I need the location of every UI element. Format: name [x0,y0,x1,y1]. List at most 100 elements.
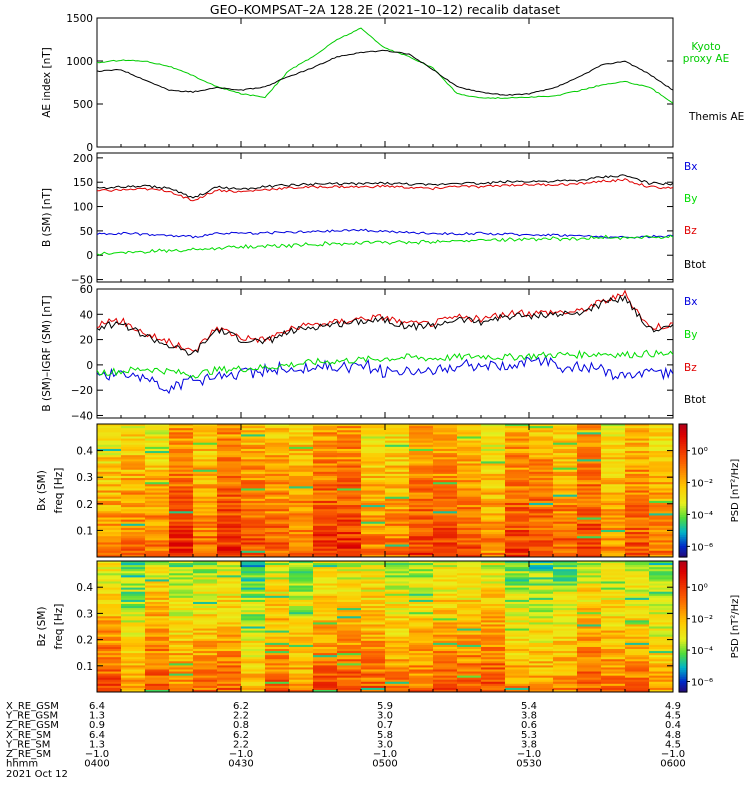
heatmap-cell [529,618,554,621]
heatmap-cell [193,507,218,510]
heatmap-cell [553,636,578,640]
heatmap-cell [409,486,434,489]
heatmap-cell [97,622,122,625]
heatmap-cell [481,459,506,462]
heatmap-cell [289,683,314,687]
heatmap-cell [97,571,122,574]
heatmap-cell [481,651,506,654]
heatmap-cell [145,494,170,498]
colorbar-step [679,670,687,673]
heatmap-cell [505,515,530,519]
heatmap-cell [625,653,650,656]
heatmap-cell [145,486,170,489]
heatmap-cell [553,527,578,531]
heatmap-cell [457,523,482,527]
heatmap-cell [649,622,674,625]
heatmap-cell [97,488,122,491]
heatmap-cell [433,663,458,666]
heatmap-cell [193,478,218,481]
heatmap-cell [601,453,626,456]
heatmap-cell [553,681,578,685]
heatmap-cell [241,469,266,473]
heatmap-cell [385,634,410,638]
heatmap-cell [193,440,218,444]
heatmap-cell [217,536,242,539]
heatmap-cell [289,532,314,535]
heatmap-cell [433,515,458,519]
colorbar-step [679,641,687,645]
heatmap-cell [337,632,362,636]
colorbar-step [679,437,687,441]
heatmap-cell [145,424,170,427]
heatmap-cell [457,438,482,442]
colorbar-step [679,503,687,507]
heatmap-cell [577,446,602,450]
heatmap-cell [337,488,362,491]
heatmap-cell [649,665,674,668]
heatmap-cell [97,561,122,564]
heatmap-cell [409,610,434,613]
heatmap-cell [313,661,338,664]
heatmap-cell [505,663,530,666]
colorbar-step [679,667,687,671]
heatmap-cell [601,601,626,605]
heatmap-cell [457,509,482,512]
heatmap-cell [505,473,530,477]
heatmap-cell [241,657,266,660]
heatmap-cell [313,655,338,658]
heatmap-cell [433,689,458,693]
heatmap-cell [457,486,482,489]
heatmap-cell [289,542,314,546]
heatmap-cell [409,446,434,450]
heatmap-cell [625,469,650,473]
heatmap-cell [337,478,362,481]
heatmap-cell [385,636,410,640]
heatmap-cell [529,440,554,444]
heatmap-cell [433,511,458,514]
heatmap-cell [577,538,602,541]
colorbar-step [679,483,687,487]
heatmap-cell [385,532,410,535]
heatmap-cell [505,591,530,595]
heatmap-cell [169,616,194,619]
heatmap-cell [385,494,410,498]
heatmap-cell [505,552,530,556]
heatmap-cell [97,500,122,504]
heatmap-cell [577,455,602,458]
heatmap-cell [361,667,386,670]
heatmap-cell [145,673,170,677]
heatmap-cell [577,453,602,456]
heatmap-cell [169,618,194,621]
colorbar-step [679,481,687,485]
heatmap-cell [385,675,410,679]
heatmap-cell [625,554,650,558]
heatmap-cell [529,513,554,516]
heatmap-cell [289,438,314,442]
heatmap-cell [409,571,434,574]
heatmap-cell [145,434,170,437]
colorbar-step [679,611,687,614]
heatmap-cell [361,498,386,502]
heatmap-cell [193,685,218,689]
heatmap-cell [193,465,218,469]
heatmap-cell [553,457,578,460]
heatmap-cell [625,612,650,615]
heatmap-cell [97,532,122,535]
heatmap-cell [97,446,122,450]
heatmap-cell [217,608,242,611]
heatmap-cell [97,459,122,462]
heatmap-cell [97,494,122,498]
heatmap-cell [505,589,530,593]
heatmap-cell [193,628,218,632]
heatmap-cell [433,603,458,607]
heatmap-cell [193,591,218,595]
heatmap-cell [169,436,194,440]
heatmap-cell [361,436,386,440]
heatmap-cell [385,523,410,527]
heatmap-cell [241,496,266,500]
colorbar-step [679,528,687,531]
heatmap-cell [481,616,506,619]
heatmap-cell [169,513,194,516]
colorbar-step [679,499,687,503]
heatmap-cell [97,671,122,675]
